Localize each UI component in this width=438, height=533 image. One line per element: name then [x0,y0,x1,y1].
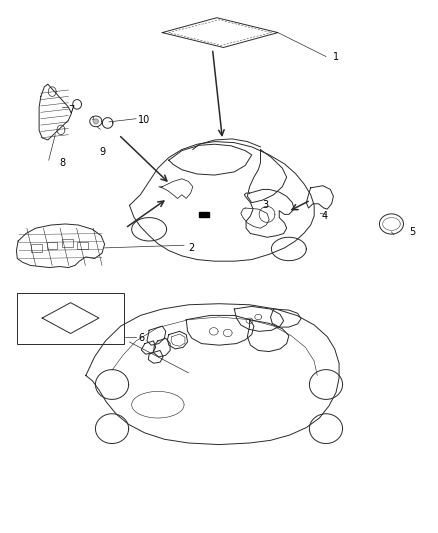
Bar [46,241,57,249]
Bar [31,244,42,252]
Text: 2: 2 [188,243,194,253]
Text: 3: 3 [263,200,269,211]
Text: 7: 7 [68,104,74,115]
Text: 10: 10 [138,115,151,125]
Polygon shape [93,119,99,124]
Bar [62,239,73,247]
Text: 6: 6 [138,333,145,343]
Bar [77,241,88,249]
Polygon shape [199,212,209,217]
Text: 4: 4 [321,211,328,221]
Bar [17,293,124,344]
Text: 8: 8 [60,158,66,168]
Text: 5: 5 [409,227,415,237]
Text: 1: 1 [332,52,339,61]
Text: 9: 9 [99,147,105,157]
